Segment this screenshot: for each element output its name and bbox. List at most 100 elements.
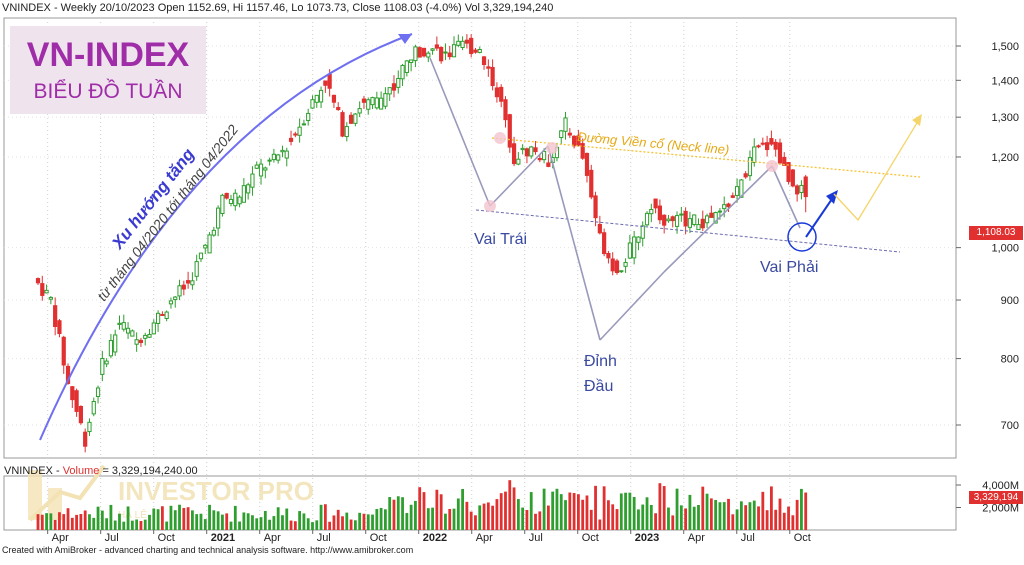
projection-arrowhead — [912, 114, 922, 126]
candle-body — [494, 87, 500, 98]
candle-body — [323, 80, 328, 86]
candle-body — [125, 327, 131, 334]
volume-bar — [778, 498, 782, 530]
candle-body — [803, 176, 808, 198]
candle-body — [173, 296, 178, 301]
volume-bar — [341, 516, 344, 530]
candle-body — [756, 145, 761, 148]
right-shoulder-circle — [787, 222, 817, 252]
volume-bar — [718, 502, 722, 530]
volume-bar — [225, 513, 229, 530]
candle-body — [160, 313, 165, 316]
candle-body — [310, 99, 315, 109]
candle-body — [258, 163, 264, 177]
uptrend-arrowhead — [398, 34, 412, 44]
candle-body — [516, 158, 521, 165]
candle-body — [700, 218, 705, 229]
pattern-leg — [599, 271, 665, 341]
pattern-point-marker — [766, 160, 778, 172]
volume-bar — [319, 504, 323, 530]
volume-bar — [735, 509, 739, 530]
candle-body — [233, 192, 238, 207]
candle-body — [104, 360, 109, 365]
candle-body — [769, 138, 774, 145]
volume-bar — [568, 492, 572, 530]
volume-bar — [439, 494, 443, 530]
candle-body — [610, 258, 615, 272]
candle-body — [263, 167, 268, 171]
candle-body — [138, 339, 144, 344]
volume-bar — [478, 505, 482, 530]
candle-body — [216, 207, 221, 229]
candle-body — [297, 126, 302, 136]
volume-bar — [109, 504, 113, 530]
candle-body — [228, 198, 234, 204]
candle-body — [640, 225, 645, 239]
candle-body — [35, 278, 41, 284]
time-axis-label: 2022 — [423, 532, 447, 544]
candle-body — [331, 94, 337, 103]
candle-body — [417, 47, 422, 58]
candle-body — [752, 146, 757, 163]
volume-bar — [173, 510, 177, 530]
candle-body — [318, 89, 324, 103]
volume-bar — [113, 520, 117, 530]
volume-bar — [118, 513, 121, 530]
left-shoulder-label: Vai Trái — [474, 231, 527, 248]
volume-bar — [426, 508, 430, 530]
volume-bar — [658, 483, 662, 530]
volume-bar — [45, 513, 48, 530]
volume-bar — [62, 514, 66, 530]
volume-bar — [375, 509, 379, 530]
candle-body — [348, 114, 354, 124]
volume-bar — [92, 517, 96, 530]
time-axis-label: Jul — [741, 532, 755, 544]
volume-bar — [263, 510, 267, 530]
candle-body — [379, 97, 384, 110]
volume-bar — [534, 513, 537, 530]
volume-bar — [221, 514, 224, 530]
candle-body — [589, 169, 594, 198]
candle-body — [739, 179, 744, 198]
volume-bar — [156, 509, 160, 530]
candle-body — [396, 77, 401, 88]
volume-bar — [752, 500, 756, 530]
volume-bar — [774, 509, 778, 530]
candle-body — [366, 99, 371, 110]
candle-body — [503, 99, 508, 121]
volume-bar — [474, 515, 477, 530]
time-axis-label: Oct — [582, 532, 599, 544]
volume-bar — [362, 513, 366, 530]
volume-bar — [191, 510, 194, 530]
watermark-logo-arrow — [28, 464, 106, 522]
candle-body — [687, 218, 693, 228]
candle-body — [413, 46, 418, 62]
volume-bar — [598, 519, 602, 530]
candle-body — [361, 98, 367, 103]
volume-bar — [75, 514, 78, 530]
volume-bar — [126, 506, 130, 530]
volume-bar — [486, 502, 490, 530]
candle-body — [460, 40, 465, 48]
volume-bar — [782, 512, 786, 530]
candle-body — [469, 37, 474, 54]
candle-body — [473, 49, 478, 53]
volume-bar — [641, 504, 645, 530]
watermark-tag: HÀ LÊ — [118, 508, 147, 521]
volume-bar — [418, 487, 422, 530]
candle-body — [404, 60, 409, 73]
candle-body — [533, 147, 538, 153]
candle-body — [155, 312, 161, 324]
volume-bar — [461, 488, 464, 530]
volume-bar — [448, 508, 452, 530]
volume-bar — [96, 506, 100, 530]
time-axis-label: Apr — [52, 532, 69, 544]
candle-body — [271, 153, 276, 161]
price-axis-label: 900 — [1001, 295, 1019, 307]
volume-bar — [499, 493, 503, 530]
volume-bar — [379, 507, 383, 530]
candle-body — [477, 48, 482, 53]
pattern-point-marker — [494, 132, 506, 144]
brand-title: VN-INDEX — [26, 36, 190, 74]
volume-bar — [679, 505, 683, 530]
